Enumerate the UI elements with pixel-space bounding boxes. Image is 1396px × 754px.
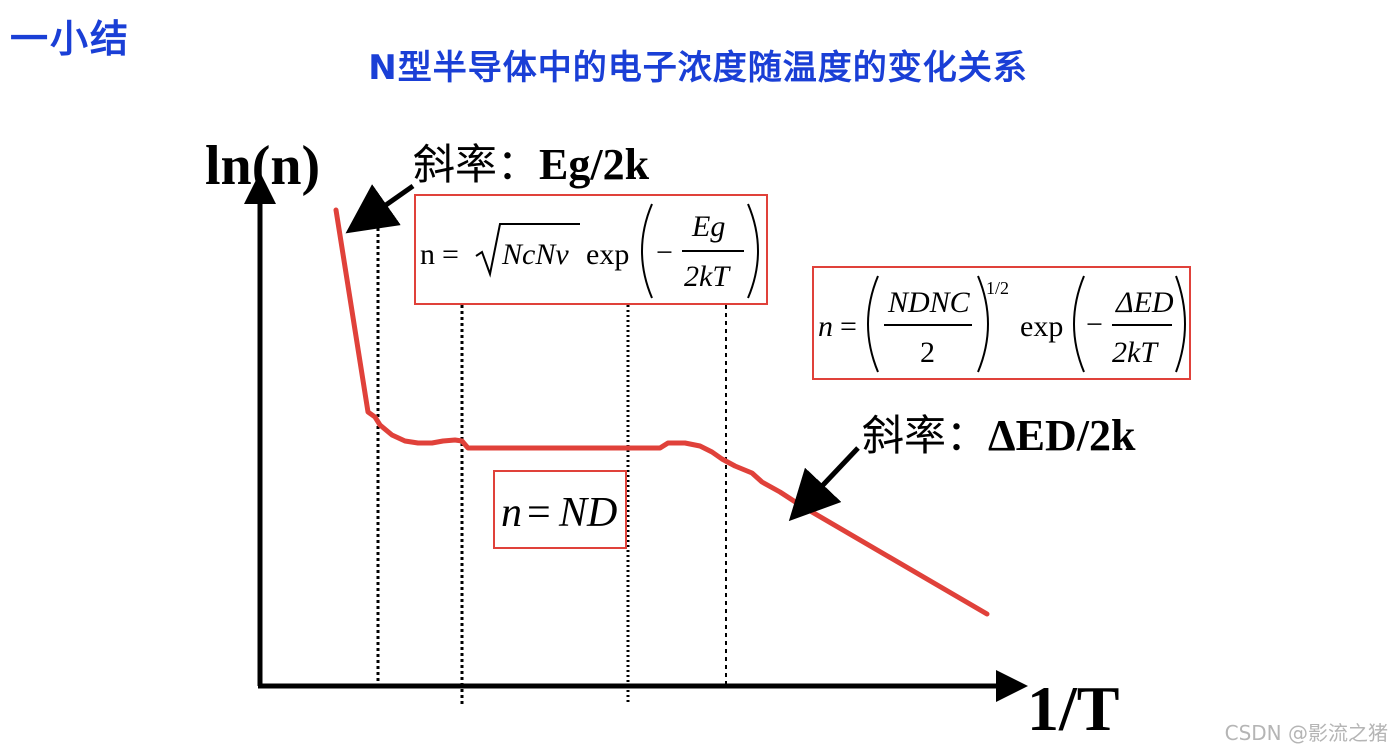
slide-title: N型半导体中的电子浓度随温度的变化关系 xyxy=(368,48,1028,88)
slope-arrow-high-temp xyxy=(345,183,415,234)
formula-exp: exp xyxy=(1020,310,1063,343)
formula-power: 1/2 xyxy=(986,278,1009,298)
slope-prefix: 斜率： xyxy=(413,143,540,189)
slope-arrow-low-temp xyxy=(788,446,860,522)
formula-numerator: Eg xyxy=(691,210,725,243)
slope-value: Eg/2k xyxy=(539,140,650,189)
x-axis-label: 1/T xyxy=(1027,673,1120,744)
y-axis-arrowhead xyxy=(244,172,276,204)
formula-exp: exp xyxy=(586,238,629,271)
formula-equals: = xyxy=(840,310,857,343)
formula-box-saturation: n = ND xyxy=(493,470,627,549)
sqrt-sign-icon xyxy=(475,223,580,278)
slope-label-high-temp: 斜率：Eg/2k xyxy=(413,131,649,192)
y-axis-label: ln(n) xyxy=(205,135,321,197)
x-axis-arrowhead xyxy=(996,670,1028,702)
formula-denominator: 2 xyxy=(920,336,935,369)
formula-lhs: n xyxy=(818,310,833,343)
slope-label-low-temp: 斜率：ΔED/2k xyxy=(862,402,1135,463)
formula-minus: − xyxy=(1086,308,1103,341)
section-title: 一小结 xyxy=(10,17,131,61)
formula-exp-denominator: 2kT xyxy=(1112,336,1159,369)
slope-prefix: 斜率： xyxy=(862,414,989,460)
formula-numerator: NDNC xyxy=(887,286,971,319)
formula-minus: − xyxy=(656,236,673,269)
right-paren-icon xyxy=(1175,275,1186,373)
formula-sqrt-content: NcNv xyxy=(501,238,569,271)
formula-rhs: ND xyxy=(558,490,617,536)
left-paren-icon xyxy=(641,203,653,299)
formula-equals: = xyxy=(442,238,459,271)
slope-value: ΔED/2k xyxy=(988,411,1136,460)
right-paren-icon xyxy=(747,203,759,299)
formula-lhs: n xyxy=(420,238,435,271)
left-paren-icon xyxy=(867,275,879,373)
right-paren-icon xyxy=(977,275,989,373)
formula-lhs: n xyxy=(501,490,522,536)
carrier-concentration-curve xyxy=(333,207,990,617)
left-paren-icon xyxy=(1073,275,1085,373)
formula-exp-numerator: ΔED xyxy=(1115,286,1174,319)
watermark: CSDN @影流之猪 xyxy=(1224,721,1388,745)
formula-denominator: 2kT xyxy=(684,260,731,293)
formula-box-freeze-out: n = NDNC 2 1/2 exp − ΔED 2kT xyxy=(812,266,1191,380)
formula-box-intrinsic: n = NcNv exp − Eg 2kT xyxy=(414,194,768,305)
formula-equals: = xyxy=(527,490,551,536)
